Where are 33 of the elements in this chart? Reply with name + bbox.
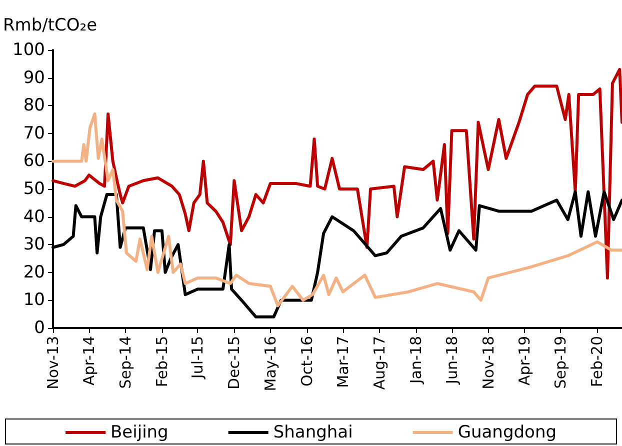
x-tick-label: Jan-18: [406, 336, 425, 385]
x-tick-label: Feb-20: [588, 336, 606, 388]
x-tick-label: Aug-17: [370, 336, 388, 390]
y-tick-label: 10: [23, 290, 45, 310]
x-tick-label: Sep-19: [552, 336, 570, 389]
y-tick-label: 60: [23, 151, 45, 172]
x-tick-label: May-16: [261, 336, 280, 392]
y-tick-label: 50: [23, 179, 45, 199]
y-tick-label: 70: [23, 123, 45, 144]
legend-label: Guangdong: [458, 422, 557, 442]
y-axis-title: Rmb/tCO₂e: [3, 16, 98, 36]
y-tick-label: 100: [12, 40, 45, 60]
y-tick-label: 40: [23, 206, 45, 227]
x-tick-label: Dec-15: [225, 336, 244, 390]
x-tick-label: Mar-17: [334, 336, 352, 388]
x-tick-label: Nov-13: [44, 336, 62, 390]
x-tick-label: Nov-18: [479, 336, 498, 390]
legend-label: Shanghai: [273, 422, 353, 442]
line-series: [52, 112, 622, 308]
legend-label: Beijing: [110, 422, 168, 442]
y-tick-label: 90: [23, 68, 45, 88]
y-tick-label: 20: [23, 262, 45, 282]
y-tick-label: 30: [23, 234, 45, 255]
y-tick-label: 0: [34, 318, 45, 338]
line-series: [52, 68, 622, 280]
x-tick-label: Apr-14: [80, 336, 98, 386]
x-tick-label: Jun-18: [442, 336, 461, 385]
x-tick-label: Sep-14: [116, 336, 134, 389]
x-tick-label: Jul-15: [188, 336, 207, 380]
x-tick-label: Apr-19: [515, 336, 534, 386]
x-tick-label: Oct-16: [298, 336, 316, 386]
y-tick-label: 80: [23, 96, 45, 116]
x-tick-label: Feb-15: [152, 336, 171, 388]
